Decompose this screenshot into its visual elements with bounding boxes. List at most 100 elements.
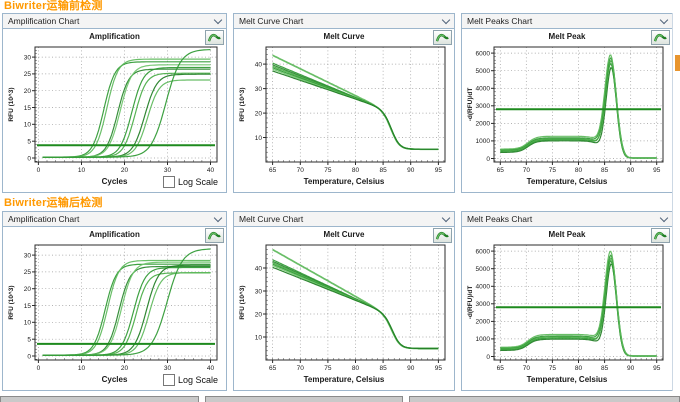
collapsed-panel-header[interactable] [409,396,680,402]
svg-text:30: 30 [255,288,263,295]
svg-text:20: 20 [24,286,32,293]
log-scale-toggle[interactable]: Log Scale [162,176,218,188]
pan-curve-icon [654,33,667,42]
x-axis-label: Temperature, Celsius [526,177,608,186]
x-axis-label: Temperature, Celsius [303,177,385,186]
amplification-plot: 0 10 20 30 40 0 5 10 15 20 25 30 RFU (10^3) [7,46,218,174]
chart-type-select-label: Amplification Chart [8,214,80,224]
chart-tool-button[interactable] [651,30,670,45]
collapsed-panel-headers [0,396,680,402]
log-scale-toggle[interactable]: Log Scale [162,374,218,386]
svg-text:10: 10 [24,320,32,327]
chart-type-select[interactable]: Melt Curve Chart [234,212,454,227]
svg-text:-d(RFU)/dT: -d(RFU)/dT [467,286,474,320]
chevron-down-icon [659,15,669,24]
svg-text:70: 70 [523,167,531,174]
svg-text:70: 70 [523,365,531,372]
svg-text:10: 10 [255,135,263,142]
log-scale-checkbox[interactable] [162,374,175,386]
svg-text:10: 10 [78,365,86,372]
chart-tool-button[interactable] [205,30,224,45]
chart-type-select-label: Melt Peaks Chart [467,214,533,224]
melt-peak-panel: Melt Peaks Chart Melt Peak 65 70 75 80 85 90 9… [461,211,673,391]
chart-type-select[interactable]: Melt Curve Chart [234,14,454,29]
svg-text:10: 10 [24,122,32,129]
chart-tool-button[interactable] [651,228,670,243]
collapsed-panel-header[interactable] [0,396,199,402]
svg-text:10: 10 [78,167,86,174]
svg-text:3000: 3000 [476,103,491,110]
svg-text:-d(RFU)/dT: -d(RFU)/dT [467,88,474,122]
chart-type-select[interactable]: Amplification Chart [3,14,226,29]
svg-text:65: 65 [497,167,505,174]
svg-text:30: 30 [24,54,32,61]
chart-type-select-label: Melt Peaks Chart [467,16,533,26]
chart-row-post-transport: Amplification Chart Amplification 0 10 20 3… [0,211,680,391]
svg-text:75: 75 [324,365,332,372]
collapsed-panel-header[interactable] [205,396,403,402]
log-scale-label: Log Scale [177,177,218,187]
section-title-pre-transport: Biwriter运输前检测 [4,0,103,12]
svg-text:95: 95 [435,167,443,174]
log-scale-label: Log Scale [177,375,218,385]
svg-text:25: 25 [24,269,32,276]
svg-text:90: 90 [627,167,635,174]
chart-tool-button[interactable] [433,30,452,45]
svg-text:0: 0 [27,155,31,162]
chart-type-select[interactable]: Amplification Chart [3,212,226,227]
pan-curve-icon [436,231,449,240]
pan-curve-icon [208,231,221,240]
svg-text:75: 75 [324,167,332,174]
svg-text:40: 40 [255,265,263,272]
svg-text:65: 65 [269,365,277,372]
svg-text:65: 65 [269,167,277,174]
amplification-panel: Amplification Chart Amplification 0 10 20 3… [2,211,227,391]
svg-text:80: 80 [575,167,583,174]
chart-title: Melt Curve [323,230,365,239]
svg-text:90: 90 [627,365,635,372]
melt-peak-panel: Melt Peaks Chart Melt Peak 65 70 75 80 85 90 9… [461,13,673,193]
chart-type-select[interactable]: Melt Peaks Chart [462,14,672,29]
melt-peak-plot: 65 70 75 80 85 90 95 0 1000 2000 3000 4000 5000 6000 -… [467,244,664,372]
svg-text:0: 0 [37,365,41,372]
chart-type-select[interactable]: Melt Peaks Chart [462,212,672,227]
svg-text:15: 15 [24,303,32,310]
svg-text:RFU (10^3): RFU (10^3) [238,87,246,121]
svg-text:0: 0 [486,354,490,361]
svg-text:30: 30 [24,252,32,259]
svg-text:0: 0 [27,353,31,360]
melt-peak-plot: 65 70 75 80 85 90 95 0 1000 2000 3000 4000 5000 6000 -… [467,46,664,174]
svg-text:90: 90 [407,167,415,174]
svg-text:5: 5 [27,138,31,145]
svg-text:4000: 4000 [476,86,491,93]
svg-text:95: 95 [653,365,661,372]
svg-text:0: 0 [486,156,490,163]
svg-text:2000: 2000 [476,319,491,326]
melt-curve-panel: Melt Curve Chart Melt Curve 65 70 75 80 85 90… [233,13,455,193]
svg-text:20: 20 [121,365,129,372]
svg-text:20: 20 [255,311,263,318]
chart-tool-button[interactable] [433,228,452,243]
melt-curve-plot: 65 70 75 80 85 90 95 10 20 30 40 RFU (10^3) [238,244,446,372]
svg-text:70: 70 [297,365,305,372]
chevron-down-icon [213,15,223,24]
svg-text:40: 40 [207,365,215,372]
svg-text:40: 40 [255,61,263,68]
log-scale-checkbox[interactable] [162,176,175,188]
pan-curve-icon [654,231,667,240]
svg-text:30: 30 [255,86,263,93]
chevron-down-icon [659,213,669,222]
svg-text:5000: 5000 [476,266,491,273]
svg-text:4000: 4000 [476,284,491,291]
x-axis-label: Cycles [101,375,128,384]
svg-text:2000: 2000 [476,121,491,128]
svg-text:70: 70 [297,167,305,174]
chart-row-pre-transport: Amplification Chart Amplification 0 10 20 3… [0,13,680,193]
svg-text:1000: 1000 [476,336,491,343]
chart-title: Melt Peak [548,230,586,239]
chart-type-select-label: Melt Curve Chart [239,214,304,224]
svg-text:75: 75 [549,167,557,174]
x-axis-label: Cycles [101,177,128,186]
svg-text:95: 95 [653,167,661,174]
chart-tool-button[interactable] [205,228,224,243]
